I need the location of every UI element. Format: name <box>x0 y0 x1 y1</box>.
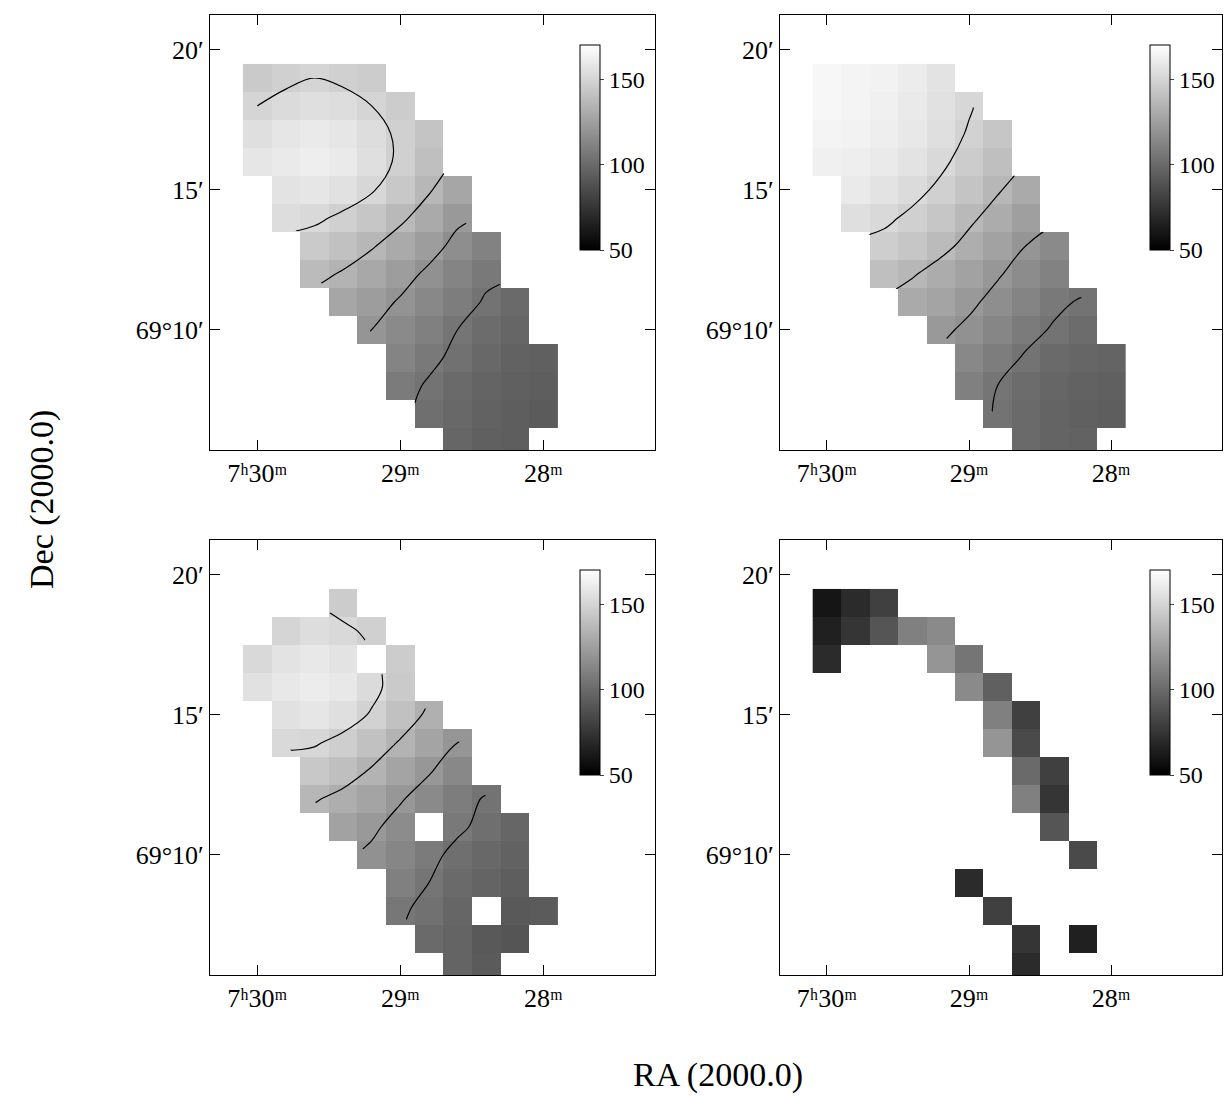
svg-text:150: 150 <box>609 592 645 618</box>
svg-text:50: 50 <box>1179 237 1203 263</box>
svg-text:20′: 20′ <box>742 561 774 590</box>
svg-text:15′: 15′ <box>172 701 204 730</box>
svg-text:69°10′: 69°10′ <box>706 316 774 345</box>
svg-text:69°10′: 69°10′ <box>706 841 774 870</box>
svg-text:50: 50 <box>609 762 633 788</box>
svg-text:20′: 20′ <box>742 36 774 65</box>
svg-text:69°10′: 69°10′ <box>136 316 204 345</box>
svg-text:29ᵐ: 29ᵐ <box>381 984 420 1013</box>
svg-text:7ʰ30ᵐ: 7ʰ30ᵐ <box>797 459 857 488</box>
svg-text:7ʰ30ᵐ: 7ʰ30ᵐ <box>227 459 287 488</box>
svg-text:100: 100 <box>1179 152 1215 178</box>
svg-text:15′: 15′ <box>172 176 204 205</box>
svg-text:20′: 20′ <box>172 561 204 590</box>
svg-text:100: 100 <box>609 677 645 703</box>
svg-text:15′: 15′ <box>742 176 774 205</box>
svg-text:28ᵐ: 28ᵐ <box>1092 984 1131 1013</box>
svg-text:29ᵐ: 29ᵐ <box>950 984 989 1013</box>
svg-text:150: 150 <box>609 67 645 93</box>
svg-text:29ᵐ: 29ᵐ <box>950 459 989 488</box>
svg-text:29ᵐ: 29ᵐ <box>381 459 420 488</box>
svg-text:50: 50 <box>1179 762 1203 788</box>
svg-text:Dec (2000.0): Dec (2000.0) <box>23 410 61 589</box>
svg-text:28ᵐ: 28ᵐ <box>524 459 563 488</box>
svg-text:150: 150 <box>1179 67 1215 93</box>
svg-text:50: 50 <box>609 237 633 263</box>
svg-text:100: 100 <box>1179 677 1215 703</box>
svg-text:15′: 15′ <box>742 701 774 730</box>
svg-text:7ʰ30ᵐ: 7ʰ30ᵐ <box>797 984 857 1013</box>
svg-text:69°10′: 69°10′ <box>136 841 204 870</box>
svg-text:28ᵐ: 28ᵐ <box>524 984 563 1013</box>
svg-text:RA (2000.0): RA (2000.0) <box>633 1056 803 1094</box>
svg-text:150: 150 <box>1179 592 1215 618</box>
svg-text:20′: 20′ <box>172 36 204 65</box>
svg-text:28ᵐ: 28ᵐ <box>1092 459 1131 488</box>
svg-text:100: 100 <box>609 152 645 178</box>
svg-text:7ʰ30ᵐ: 7ʰ30ᵐ <box>227 984 287 1013</box>
